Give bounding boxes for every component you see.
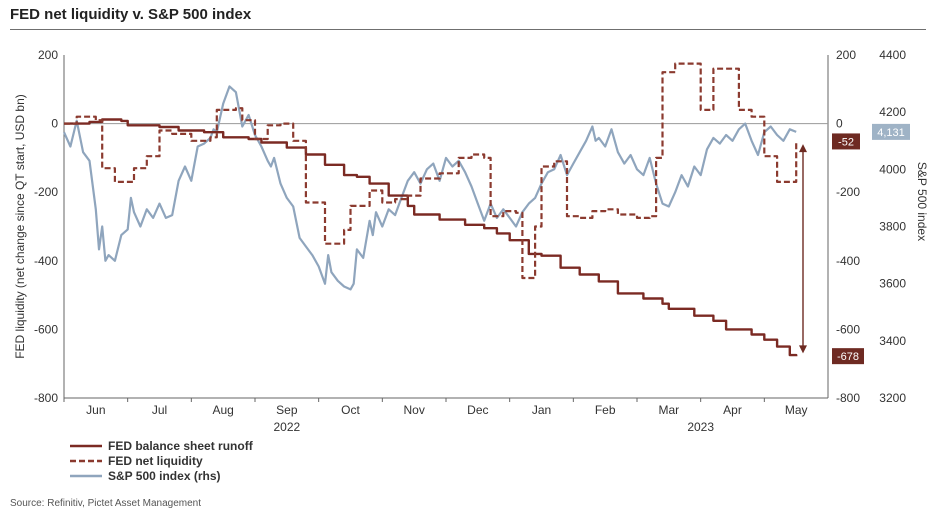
right-inner-tick-label: -400 xyxy=(836,254,860,268)
x-tick-label: Jun xyxy=(86,403,105,417)
right-tick-label: 4200 xyxy=(879,105,906,119)
x-year-label: 2022 xyxy=(273,420,300,434)
series-runoff-line xyxy=(64,118,798,357)
right-tick-label: 3600 xyxy=(879,277,906,291)
gap-arrow-head-bottom xyxy=(799,345,807,354)
right-tick-label: 3400 xyxy=(879,334,906,348)
right-tick-label: 3200 xyxy=(879,391,906,405)
right-inner-tick-label: -200 xyxy=(836,185,860,199)
x-tick-label: Apr xyxy=(723,403,742,417)
x-tick-label: Jul xyxy=(152,403,167,417)
x-year-label: 2023 xyxy=(687,420,714,434)
right-inner-tick-label: 0 xyxy=(836,117,843,131)
x-tick-label: Aug xyxy=(212,403,233,417)
x-tick-label: Dec xyxy=(467,403,488,417)
left-tick-label: -800 xyxy=(34,391,58,405)
source-note: Source: Refinitiv, Pictet Asset Manageme… xyxy=(10,498,202,509)
gap-arrow-head-top xyxy=(799,144,807,153)
callout-runoff-value-box xyxy=(832,348,864,365)
legend-label: FED balance sheet runoff xyxy=(108,439,254,453)
right-tick-label: 4000 xyxy=(879,162,906,176)
y-axis-title-right: S&P 500 index xyxy=(915,162,929,241)
right-inner-tick-label: 200 xyxy=(836,48,856,62)
callout-runoff-value: -678 xyxy=(837,351,859,363)
x-tick-label: Feb xyxy=(595,403,616,417)
left-tick-label: -200 xyxy=(34,185,58,199)
left-tick-label: -600 xyxy=(34,322,58,336)
legend-label: S&P 500 index (rhs) xyxy=(108,469,221,483)
right-inner-tick-label: -600 xyxy=(836,322,860,336)
x-tick-label: Jan xyxy=(532,403,551,417)
x-tick-label: Mar xyxy=(658,403,679,417)
series-sp500-line xyxy=(62,85,797,291)
left-tick-label: -400 xyxy=(34,254,58,268)
callout-sp500-value-box xyxy=(872,123,910,140)
title-rule xyxy=(10,29,926,30)
series-liquidity-line xyxy=(64,62,798,280)
left-tick-label: 0 xyxy=(51,117,58,131)
left-tick-label: 200 xyxy=(38,48,58,62)
callout-sp500-value: 4,131 xyxy=(877,127,905,139)
right-inner-tick-label: -800 xyxy=(836,391,860,405)
right-tick-label: 3800 xyxy=(879,220,906,234)
x-tick-label: Oct xyxy=(341,403,360,417)
right-tick-label: 4400 xyxy=(879,48,906,62)
callout-liquidity-value: -52 xyxy=(838,136,854,148)
y-axis-title: FED liquidity (net change since QT start… xyxy=(13,94,27,359)
chart-title: FED net liquidity v. S&P 500 index xyxy=(10,6,252,23)
callout-liquidity-value-box xyxy=(832,133,860,150)
x-tick-label: Sep xyxy=(276,403,298,417)
x-tick-label: Nov xyxy=(403,403,424,417)
x-tick-label: May xyxy=(785,403,808,417)
legend-label: FED net liquidity xyxy=(108,454,203,468)
